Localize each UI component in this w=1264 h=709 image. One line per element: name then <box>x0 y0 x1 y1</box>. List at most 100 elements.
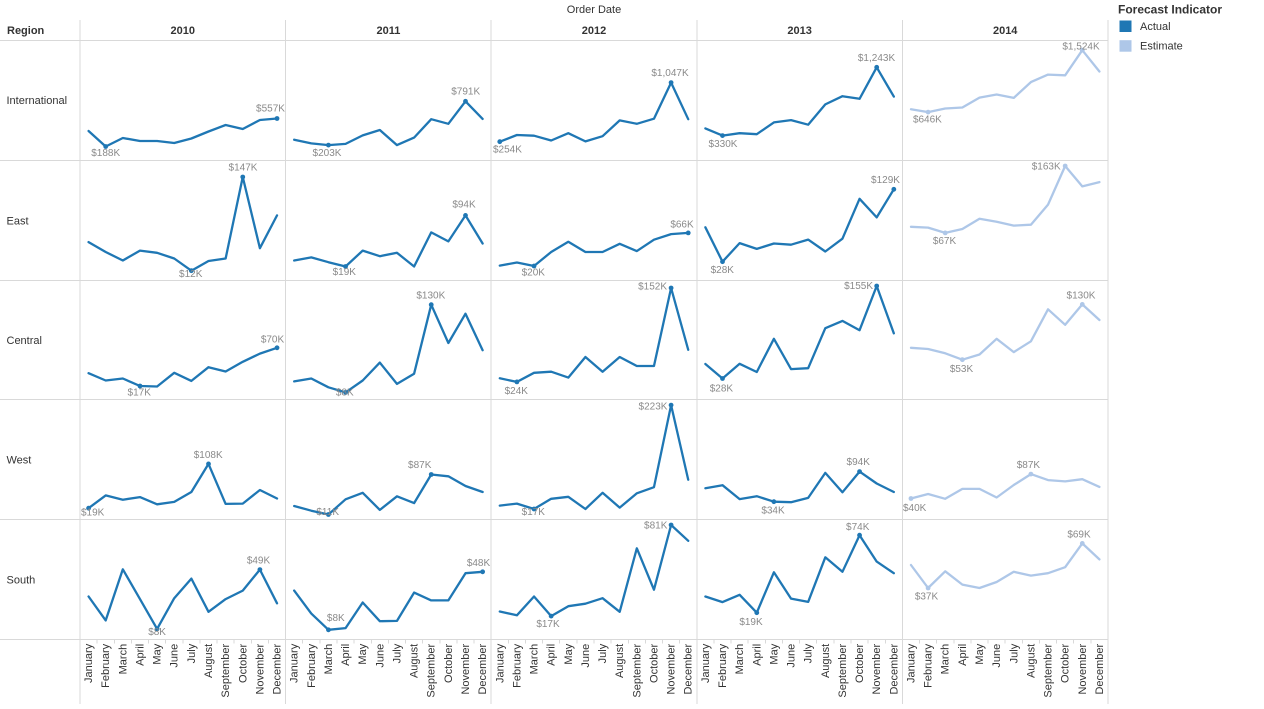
svg-text:$28K: $28K <box>711 265 735 276</box>
svg-text:June: June <box>580 644 592 668</box>
svg-text:July: July <box>1008 643 1020 663</box>
svg-text:August: August <box>203 644 215 678</box>
svg-text:August: August <box>820 644 832 678</box>
svg-text:$152K: $152K <box>638 282 667 293</box>
svg-text:$28K: $28K <box>710 383 734 394</box>
svg-text:$69K: $69K <box>1067 530 1091 541</box>
svg-text:December: December <box>683 643 695 694</box>
svg-text:$37K: $37K <box>915 592 939 603</box>
svg-text:April: April <box>751 644 763 666</box>
svg-text:2014: 2014 <box>993 25 1018 37</box>
svg-text:January: January <box>83 643 95 683</box>
svg-text:March: March <box>323 644 335 675</box>
svg-text:December: December <box>272 643 284 694</box>
svg-text:January: January <box>494 643 506 683</box>
svg-text:$66K: $66K <box>670 220 694 231</box>
svg-text:October: October <box>237 643 249 682</box>
svg-text:April: April <box>957 644 969 666</box>
svg-text:East: East <box>7 215 29 227</box>
svg-text:March: March <box>117 644 129 675</box>
svg-text:February: February <box>100 643 112 688</box>
svg-text:November: November <box>871 643 883 694</box>
svg-text:$203K: $203K <box>313 148 342 159</box>
svg-text:2010: 2010 <box>171 25 195 37</box>
svg-text:January: January <box>700 643 712 683</box>
svg-text:$12K: $12K <box>179 269 203 280</box>
svg-text:December: December <box>888 643 900 694</box>
svg-text:September: September <box>426 643 438 697</box>
svg-text:$254K: $254K <box>493 145 522 156</box>
svg-text:$94K: $94K <box>452 200 476 211</box>
svg-text:May: May <box>563 643 575 664</box>
svg-text:Actual: Actual <box>1140 21 1171 33</box>
svg-text:$17K: $17K <box>522 507 546 518</box>
svg-text:$19K: $19K <box>333 267 357 278</box>
svg-text:October: October <box>648 643 660 682</box>
svg-text:$94K: $94K <box>847 457 871 468</box>
svg-text:February: February <box>306 643 318 688</box>
svg-text:June: June <box>374 644 386 668</box>
svg-text:Order Date: Order Date <box>567 4 621 16</box>
svg-text:$17K: $17K <box>128 388 152 399</box>
svg-text:Region: Region <box>7 25 45 37</box>
svg-text:September: September <box>837 643 849 697</box>
svg-text:May: May <box>974 643 986 664</box>
svg-text:$557K: $557K <box>256 104 285 115</box>
svg-text:June: June <box>786 644 798 668</box>
svg-text:July: July <box>597 643 609 663</box>
svg-text:$20K: $20K <box>522 268 546 279</box>
svg-text:September: September <box>220 643 232 697</box>
svg-text:July: July <box>391 643 403 663</box>
svg-text:West: West <box>7 454 32 466</box>
svg-text:May: May <box>152 643 164 664</box>
svg-text:$19K: $19K <box>739 617 763 628</box>
svg-text:$53K: $53K <box>950 364 974 375</box>
svg-text:South: South <box>7 574 36 586</box>
svg-text:2012: 2012 <box>582 25 606 37</box>
svg-text:April: April <box>134 644 146 666</box>
svg-text:Forecast Indicator: Forecast Indicator <box>1118 3 1222 17</box>
svg-text:November: November <box>666 643 678 694</box>
svg-text:$155K: $155K <box>844 281 873 292</box>
svg-text:$1,243K: $1,243K <box>858 53 896 64</box>
svg-text:$8K: $8K <box>327 613 345 624</box>
svg-text:Central: Central <box>7 335 42 347</box>
svg-text:$49K: $49K <box>247 556 271 567</box>
svg-text:$40K: $40K <box>903 503 927 514</box>
svg-text:$48K: $48K <box>467 558 491 569</box>
svg-text:October: October <box>443 643 455 682</box>
svg-text:$34K: $34K <box>761 506 785 517</box>
svg-text:$1,047K: $1,047K <box>651 68 689 79</box>
svg-text:$70K: $70K <box>261 334 285 345</box>
svg-text:April: April <box>546 644 558 666</box>
svg-text:October: October <box>854 643 866 682</box>
svg-text:$108K: $108K <box>194 450 223 461</box>
svg-text:September: September <box>1043 643 1055 697</box>
svg-text:November: November <box>460 643 472 694</box>
svg-text:$188K: $188K <box>91 148 120 159</box>
svg-text:March: March <box>529 644 541 675</box>
svg-text:$81K: $81K <box>644 521 668 532</box>
svg-text:February: February <box>923 643 935 688</box>
svg-text:$87K: $87K <box>408 460 432 471</box>
svg-text:$791K: $791K <box>451 87 480 98</box>
svg-text:$8K: $8K <box>336 388 354 399</box>
svg-text:March: March <box>940 644 952 675</box>
svg-text:June: June <box>991 644 1003 668</box>
svg-text:September: September <box>631 643 643 697</box>
svg-text:$130K: $130K <box>1067 291 1096 302</box>
svg-text:$74K: $74K <box>846 522 870 533</box>
svg-text:$87K: $87K <box>1017 460 1041 471</box>
svg-text:$67K: $67K <box>933 236 957 247</box>
svg-text:July: July <box>186 643 198 663</box>
svg-text:August: August <box>614 644 626 678</box>
svg-text:August: August <box>409 644 421 678</box>
svg-text:$8K: $8K <box>148 627 166 638</box>
svg-text:January: January <box>289 643 301 683</box>
svg-text:December: December <box>1094 643 1106 694</box>
svg-text:May: May <box>768 643 780 664</box>
svg-text:$646K: $646K <box>913 115 942 126</box>
svg-text:May: May <box>357 643 369 664</box>
svg-text:$223K: $223K <box>639 402 668 413</box>
svg-text:$130K: $130K <box>416 291 445 302</box>
